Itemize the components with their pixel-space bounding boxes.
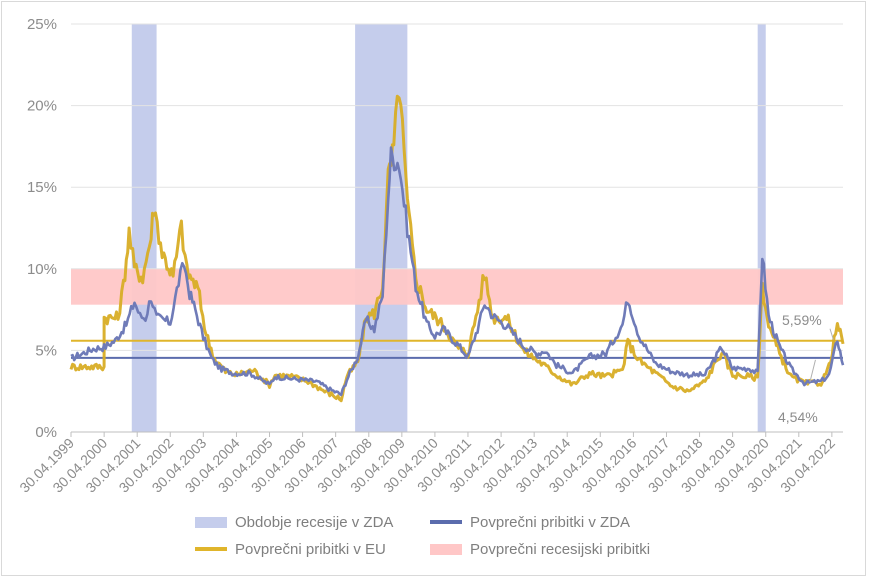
legend-label: Povprečni recesijski pribitki — [470, 541, 650, 558]
legend-swatch — [195, 517, 227, 528]
y-tick-label: 20% — [27, 98, 57, 115]
y-tick-label: 5% — [35, 342, 57, 359]
legend-layer: Obdobje recesije v ZDA Povprečni pribitki… — [195, 514, 650, 558]
y-tick-label: 10% — [27, 261, 57, 278]
recession-period-band — [757, 24, 766, 432]
legend-label: Povprečni pribitki v EU — [235, 541, 386, 558]
recession-period-band — [355, 24, 408, 432]
band-layer — [71, 24, 843, 432]
annotation-leader — [809, 359, 816, 383]
y-tick-label: 25% — [27, 16, 57, 33]
legend-label: Povprečni pribitki v ZDA — [470, 514, 630, 531]
grid-layer — [71, 23, 843, 351]
y-tick-label: 0% — [35, 424, 57, 441]
legend-label: Obdobje recesije v ZDA — [235, 514, 393, 531]
annotation-label-eu: 5,59% — [782, 312, 822, 328]
annotation-leader — [829, 328, 834, 340]
annotation-layer: 5,59% 4,54% — [778, 312, 834, 425]
annotation-label-us: 4,54% — [778, 409, 818, 425]
average-lines-layer — [71, 339, 843, 359]
y-tick-label: 15% — [27, 179, 57, 196]
series-layer — [69, 94, 845, 403]
legend-swatch — [430, 544, 462, 555]
series-line — [70, 146, 845, 397]
